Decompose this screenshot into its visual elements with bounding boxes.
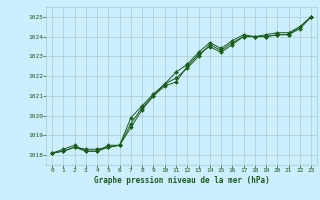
X-axis label: Graphe pression niveau de la mer (hPa): Graphe pression niveau de la mer (hPa)	[94, 176, 269, 185]
